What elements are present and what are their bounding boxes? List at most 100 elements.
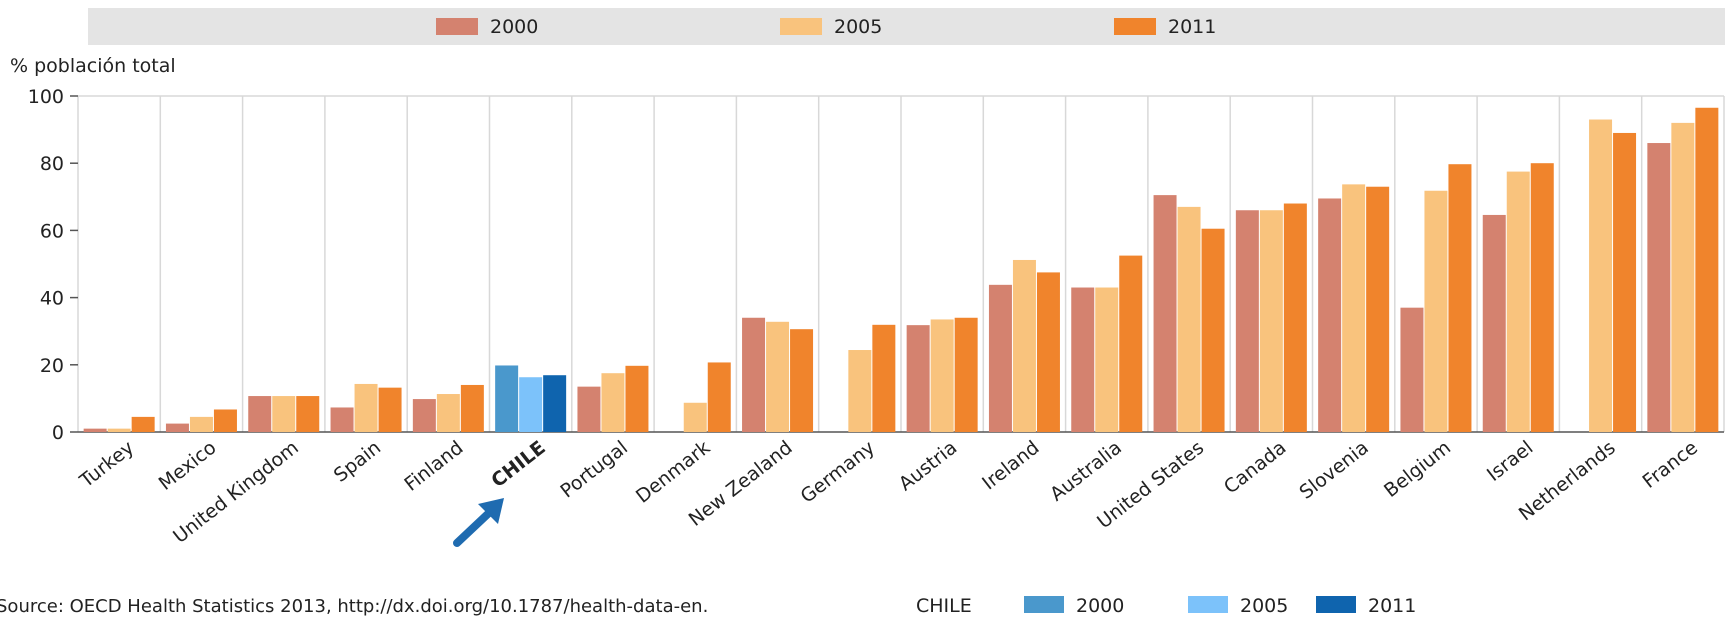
bar — [625, 365, 649, 432]
bar — [1235, 210, 1259, 432]
chile-legend-swatch — [1188, 596, 1228, 613]
bar — [296, 396, 320, 432]
bar — [330, 407, 354, 432]
chile-legend-item: 2000 — [1076, 595, 1124, 617]
bar — [354, 383, 378, 432]
bar — [930, 319, 954, 432]
source-note: Source: OECD Health Statistics 2013, htt… — [0, 596, 708, 617]
bar — [707, 362, 731, 432]
bar — [1589, 119, 1613, 433]
y-tick-label: 100 — [28, 86, 64, 108]
bar — [1012, 259, 1036, 432]
bar — [1424, 190, 1448, 432]
x-tick-label: Spain — [330, 437, 385, 487]
bar — [790, 329, 814, 432]
bar — [460, 384, 484, 432]
y-tick-label: 20 — [40, 355, 64, 377]
bar — [1671, 122, 1695, 432]
bar — [601, 373, 625, 432]
x-tick-label: Turkey — [75, 437, 138, 493]
legend-label: 2011 — [1168, 16, 1216, 38]
bar — [1482, 214, 1506, 432]
bar — [848, 350, 872, 432]
x-tick-label: Belgium — [1380, 437, 1455, 502]
bar — [248, 396, 272, 432]
x-tick-label: Germany — [797, 437, 879, 508]
bar — [1695, 107, 1719, 432]
x-tick-label: Israel — [1483, 437, 1537, 486]
bar — [1177, 206, 1201, 432]
bar — [906, 325, 930, 432]
bar — [577, 386, 601, 432]
x-tick-label: Mexico — [155, 437, 221, 495]
bar — [107, 428, 131, 432]
x-tick-label: Australia — [1046, 437, 1126, 506]
bar — [1095, 287, 1119, 432]
x-tick-label: CHILE — [487, 437, 549, 493]
bar — [131, 416, 155, 432]
bar — [495, 365, 519, 432]
bar — [165, 423, 189, 432]
bar — [378, 387, 402, 432]
bar — [1613, 132, 1637, 432]
chile-legend-item: 2011 — [1368, 595, 1416, 617]
bar — [742, 317, 766, 432]
bar — [872, 324, 896, 432]
bars — [83, 107, 1719, 433]
x-tick-label: Ireland — [978, 437, 1043, 495]
bar — [988, 284, 1012, 432]
bar — [1119, 255, 1143, 432]
chile-legend-label: CHILE — [916, 595, 972, 617]
bar — [1201, 228, 1225, 432]
bar — [1506, 171, 1530, 432]
bar — [1342, 184, 1366, 432]
bar — [436, 394, 460, 432]
y-axis-ticks: 0 20 40 60 80 100 — [28, 86, 78, 444]
grid — [77, 95, 1725, 433]
bar — [1530, 163, 1554, 432]
y-tick-label: 80 — [40, 153, 64, 175]
bar — [683, 402, 707, 432]
y-axis-label: % población total — [10, 55, 176, 77]
x-tick-label: France — [1639, 437, 1702, 493]
bar — [83, 428, 107, 432]
bar — [189, 416, 213, 432]
bar — [1153, 195, 1177, 432]
legend-band — [88, 8, 1725, 45]
bar — [1071, 287, 1095, 432]
chile-legend-item: 2005 — [1240, 595, 1288, 617]
x-tick-label: Portugal — [556, 437, 632, 503]
bar — [1448, 164, 1472, 432]
bar — [1647, 143, 1671, 433]
x-tick-label: Austria — [895, 437, 961, 496]
bar — [412, 399, 436, 432]
bar — [1036, 272, 1060, 432]
x-tick-label: Slovenia — [1295, 437, 1372, 504]
bar — [1366, 186, 1390, 432]
chile-legend-swatch — [1316, 596, 1356, 613]
legend-label: 2000 — [490, 16, 538, 38]
bar — [1259, 210, 1283, 432]
legend-swatch — [780, 18, 822, 35]
chile-legend-swatch — [1024, 596, 1064, 613]
y-tick-label: 60 — [40, 220, 64, 242]
legend-swatch — [436, 18, 478, 35]
legend-label: 2005 — [834, 16, 882, 38]
chile-legend: CHILE 2000 2005 2011 — [916, 595, 1416, 617]
bar — [213, 409, 237, 432]
x-tick-label: Finland — [400, 437, 467, 496]
x-tick-label: Canada — [1220, 437, 1291, 499]
bar — [272, 396, 296, 432]
chile-arrow-icon — [453, 498, 504, 547]
y-tick-label: 0 — [52, 422, 64, 444]
x-tick-label: Denmark — [632, 437, 714, 508]
bar — [954, 317, 978, 432]
bar — [766, 321, 790, 432]
bar — [1283, 203, 1307, 432]
bar — [519, 377, 543, 432]
bar — [543, 375, 567, 432]
legend-swatch — [1114, 18, 1156, 35]
y-tick-label: 40 — [40, 288, 64, 310]
